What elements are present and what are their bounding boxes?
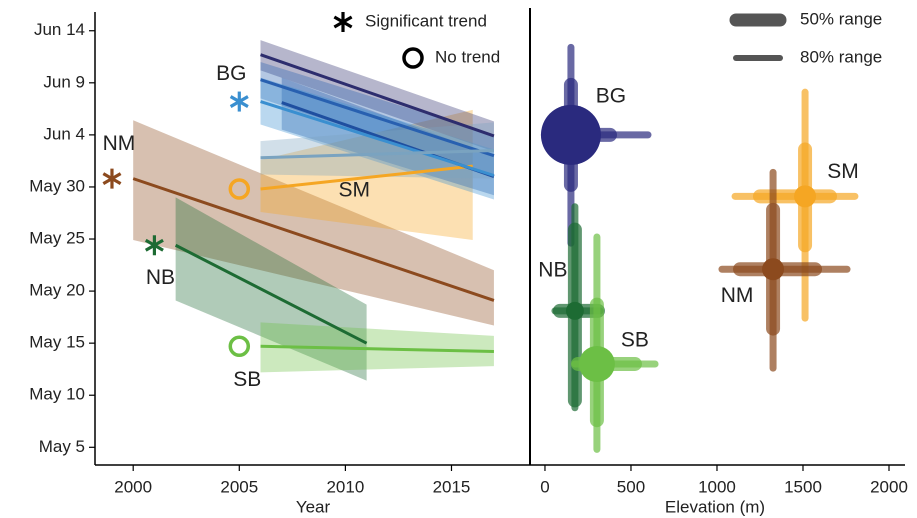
confidence-band [281, 77, 494, 196]
x-tick-label: 500 [617, 477, 645, 496]
x-tick-label: 1500 [784, 477, 822, 496]
significant-marker [102, 168, 122, 189]
y-tick-label: May 20 [29, 281, 85, 300]
site-label: SB [233, 368, 261, 391]
trend-line [260, 164, 473, 191]
x-tick-label: 2010 [326, 477, 364, 496]
trend-line [260, 149, 494, 160]
trend-line [132, 177, 495, 302]
legend-label: 80% range [800, 47, 882, 66]
trend-line [260, 100, 495, 177]
significant-marker-stroke [144, 238, 164, 252]
confidence-band [175, 197, 367, 381]
y-tick-label: May 25 [29, 229, 85, 248]
x-tick-label: 2015 [433, 477, 471, 496]
legend-label: No trend [435, 47, 500, 66]
y-tick-label: May 15 [29, 333, 85, 352]
legend-ring [402, 47, 424, 69]
site-label: NM [721, 284, 754, 307]
site-point [578, 345, 615, 382]
y-tick-label: Jun 14 [34, 20, 85, 39]
x-tick-label: 0 [540, 477, 549, 496]
trend-line [260, 53, 495, 138]
significant-marker-stroke [229, 95, 249, 108]
significant-marker-stroke [102, 172, 122, 186]
y-tick-label: May 30 [29, 176, 85, 195]
site-label: NM [103, 132, 136, 155]
confidence-band [260, 109, 473, 241]
confidence-band [260, 322, 494, 373]
no-trend-marker [228, 178, 251, 200]
x-axis-label: Elevation (m) [665, 497, 765, 516]
x-tick-label: 2000 [870, 477, 908, 496]
site-label: NB [538, 258, 567, 281]
legend-label: 50% range [800, 9, 882, 28]
x-axis-label: Year [296, 497, 331, 516]
site-label: NB [146, 266, 175, 289]
site-point [794, 185, 817, 208]
legend-label: Significant trend [365, 11, 487, 30]
site-point [762, 258, 785, 281]
site-point [540, 104, 601, 165]
y-tick-label: Jun 4 [43, 124, 85, 143]
trend-line [260, 344, 494, 353]
y-tick-label: May 5 [39, 437, 85, 456]
site-label: SM [827, 160, 859, 183]
y-tick-label: May 10 [29, 385, 85, 404]
significant-marker [229, 91, 249, 112]
site-label: SM [339, 179, 371, 202]
site-label: BG [596, 84, 626, 107]
no-trend-marker [228, 335, 251, 358]
x-tick-label: 1000 [698, 477, 736, 496]
site-point [565, 301, 584, 320]
x-tick-label: 2000 [114, 477, 152, 496]
site-label: BG [216, 62, 246, 85]
trend-line [260, 78, 495, 158]
site-label: SB [621, 329, 649, 352]
legend-star-stroke [333, 15, 353, 29]
x-tick-label: 2005 [220, 477, 258, 496]
confidence-band [133, 120, 494, 326]
legend-star [333, 12, 353, 32]
y-tick-label: Jun 9 [43, 72, 85, 91]
significant-marker [144, 235, 164, 256]
trend-line [174, 243, 368, 345]
